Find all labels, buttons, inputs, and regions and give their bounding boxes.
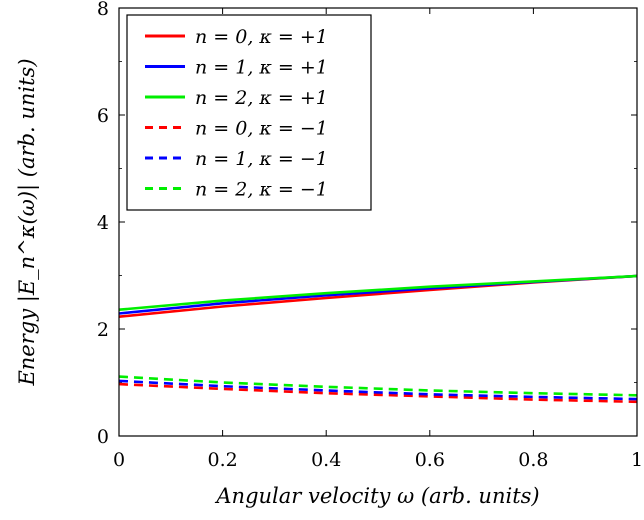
y-tick-label: 0 bbox=[97, 426, 109, 448]
legend-box bbox=[126, 14, 372, 211]
y-axis: 0 2 4 6 8 bbox=[97, 0, 637, 448]
legend: n = 0, κ = +1 n = 1, κ = +1 n = 2, κ = +1 n… bbox=[126, 14, 372, 211]
x-tick-label: 0 bbox=[113, 449, 125, 471]
legend-label: n = 2, κ = −1 bbox=[195, 179, 328, 201]
plot-series bbox=[118, 274, 638, 404]
x-tick-label: 1 bbox=[631, 449, 643, 471]
y-axis-label: Energy |E_n^κ(ω)| (arb. units) bbox=[15, 58, 40, 386]
x-tick-label: 0.6 bbox=[415, 449, 445, 471]
x-tick-label: 0.4 bbox=[311, 449, 341, 471]
legend-label: n = 2, κ = +1 bbox=[195, 87, 328, 109]
y-tick-label: 6 bbox=[97, 105, 109, 127]
y-tick-label: 2 bbox=[97, 319, 109, 341]
legend-label: n = 0, κ = +1 bbox=[195, 26, 328, 48]
x-axis: 0 0.2 0.4 0.6 0.8 1 bbox=[113, 8, 643, 471]
series-line-0 bbox=[118, 274, 638, 318]
legend-label: n = 1, κ = +1 bbox=[195, 57, 328, 79]
plot-frame bbox=[118, 7, 638, 437]
series-line-2 bbox=[118, 274, 638, 311]
series-line-3 bbox=[118, 382, 638, 404]
x-axis-label: Angular velocity ω (arb. units) bbox=[214, 484, 539, 508]
series-line-4 bbox=[118, 379, 638, 401]
series-line-5 bbox=[118, 375, 638, 397]
legend-label: n = 1, κ = −1 bbox=[195, 148, 328, 170]
legend-label: n = 0, κ = −1 bbox=[195, 118, 328, 140]
x-tick-label: 0.8 bbox=[518, 449, 548, 471]
y-tick-label: 8 bbox=[97, 0, 109, 20]
y-tick-label: 4 bbox=[97, 212, 109, 234]
x-tick-label: 0.2 bbox=[207, 449, 237, 471]
